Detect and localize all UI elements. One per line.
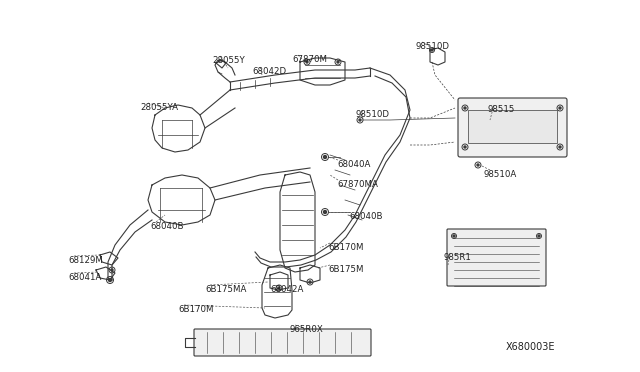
Text: 68040B: 68040B [150,222,184,231]
Text: X680003E: X680003E [506,342,555,352]
Circle shape [359,119,361,121]
Circle shape [323,155,326,158]
Circle shape [464,146,466,148]
Circle shape [306,61,308,63]
Circle shape [559,146,561,148]
Text: 67870MA: 67870MA [337,180,378,189]
Text: 6B175MA: 6B175MA [205,285,246,294]
Circle shape [337,61,339,63]
Text: 67870M: 67870M [292,55,327,64]
Circle shape [453,235,455,237]
Circle shape [109,279,111,282]
Circle shape [278,287,280,289]
Circle shape [431,49,433,51]
Text: 68042D: 68042D [252,67,286,76]
Text: 6B175M: 6B175M [328,265,364,274]
Text: 68129M: 68129M [68,256,103,265]
Text: 68040B: 68040B [349,212,383,221]
Text: 28055Y: 28055Y [212,56,244,65]
Text: 68042A: 68042A [270,285,303,294]
Circle shape [111,269,113,271]
Text: 68041A: 68041A [68,273,101,282]
FancyBboxPatch shape [447,229,546,286]
Bar [468,110,557,143]
Text: 985R1: 985R1 [444,253,472,262]
Text: 965R0X: 965R0X [290,325,324,334]
Circle shape [538,235,540,237]
Text: 98515: 98515 [488,105,515,114]
Text: 98510A: 98510A [483,170,516,179]
Circle shape [477,164,479,166]
FancyBboxPatch shape [458,98,567,157]
Text: 68040A: 68040A [337,160,371,169]
Circle shape [323,211,326,214]
Text: 6B170M: 6B170M [328,243,364,252]
Circle shape [309,281,311,283]
FancyBboxPatch shape [194,329,371,356]
Text: 98510D: 98510D [355,110,389,119]
Text: 6B170M: 6B170M [178,305,214,314]
Circle shape [464,107,466,109]
Text: 98510D: 98510D [415,42,449,51]
Text: 28055YA: 28055YA [140,103,178,112]
Circle shape [559,107,561,109]
